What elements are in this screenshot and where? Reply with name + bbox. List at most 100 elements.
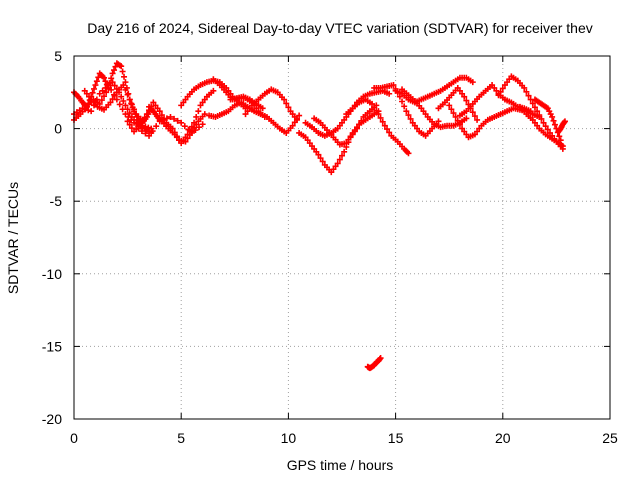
data-point bbox=[285, 104, 292, 111]
data-point bbox=[381, 122, 388, 129]
data-point bbox=[126, 96, 133, 103]
data-point bbox=[128, 125, 135, 132]
data-point bbox=[122, 111, 129, 118]
data-point bbox=[163, 115, 170, 122]
data-point bbox=[534, 108, 541, 115]
data-point bbox=[105, 82, 112, 89]
data-point bbox=[156, 118, 163, 125]
data-point bbox=[450, 110, 457, 117]
data-point bbox=[79, 105, 86, 112]
data-point bbox=[446, 102, 453, 109]
data-point bbox=[523, 88, 530, 95]
data-point bbox=[118, 63, 125, 70]
x-tick-label: 10 bbox=[281, 430, 297, 446]
data-point bbox=[99, 87, 106, 94]
data-point bbox=[121, 73, 128, 80]
x-tick-label: 25 bbox=[602, 430, 618, 446]
data-point bbox=[109, 79, 116, 86]
data-point bbox=[188, 123, 195, 130]
data-point bbox=[131, 119, 138, 126]
data-point bbox=[471, 113, 478, 120]
data-point bbox=[145, 124, 152, 131]
data-point bbox=[469, 79, 476, 86]
data-point bbox=[124, 118, 131, 125]
data-point bbox=[281, 96, 288, 103]
y-tick-label: -5 bbox=[50, 193, 63, 209]
chart-title: Day 216 of 2024, Sidereal Day-to-day VTE… bbox=[87, 20, 593, 36]
y-tick-label: -10 bbox=[42, 266, 62, 282]
data-point bbox=[124, 91, 131, 98]
data-point bbox=[527, 108, 534, 115]
data-point bbox=[122, 102, 129, 109]
data-point bbox=[85, 107, 92, 114]
data-point bbox=[550, 117, 557, 124]
data-point bbox=[345, 136, 352, 143]
data-point bbox=[181, 123, 188, 130]
data-point bbox=[126, 121, 133, 128]
data-point bbox=[120, 82, 127, 89]
data-point bbox=[399, 98, 406, 105]
x-tick-label: 20 bbox=[495, 430, 511, 446]
data-point bbox=[126, 110, 133, 117]
data-point bbox=[142, 130, 149, 137]
data-point bbox=[196, 124, 203, 131]
x-tick-label: 0 bbox=[70, 430, 78, 446]
data-point bbox=[296, 112, 303, 119]
data-point bbox=[551, 121, 558, 128]
data-point bbox=[336, 156, 343, 163]
data-point bbox=[102, 84, 109, 91]
data-point bbox=[463, 115, 470, 122]
data-point bbox=[293, 116, 300, 123]
data-point bbox=[107, 99, 114, 106]
data-point bbox=[210, 87, 217, 94]
data-point bbox=[283, 100, 290, 107]
data-point bbox=[495, 92, 502, 99]
data-point bbox=[499, 85, 506, 92]
data-point bbox=[536, 112, 543, 119]
data-point bbox=[135, 125, 142, 132]
data-point bbox=[379, 118, 386, 125]
data-point bbox=[497, 88, 504, 95]
data-point bbox=[96, 90, 103, 97]
data-point bbox=[531, 104, 538, 111]
data-point bbox=[119, 106, 126, 113]
data-point bbox=[178, 119, 185, 126]
data-point bbox=[109, 70, 116, 77]
data-point bbox=[88, 108, 95, 115]
data-point bbox=[153, 123, 160, 130]
data-point bbox=[156, 108, 163, 115]
data-point bbox=[401, 103, 408, 110]
data-point bbox=[334, 160, 341, 167]
data-point bbox=[174, 117, 181, 124]
data-point bbox=[386, 90, 393, 97]
data-point bbox=[89, 89, 96, 96]
data-point bbox=[93, 96, 100, 103]
data-point bbox=[108, 86, 115, 93]
data-point bbox=[167, 113, 174, 120]
data-point bbox=[561, 118, 568, 125]
data-point bbox=[116, 101, 123, 108]
data-point bbox=[259, 105, 266, 112]
data-point bbox=[525, 92, 532, 99]
data-point bbox=[111, 92, 118, 99]
y-axis-label: SDTVAR / TECUs bbox=[5, 182, 21, 294]
data-point bbox=[193, 113, 200, 120]
data-point bbox=[319, 158, 326, 165]
data-point bbox=[149, 128, 156, 135]
data-point bbox=[538, 115, 545, 122]
data-point bbox=[289, 122, 296, 129]
y-tick-label: 5 bbox=[54, 48, 62, 64]
data-point bbox=[171, 115, 178, 122]
data-point bbox=[347, 133, 354, 140]
data-point bbox=[111, 82, 118, 89]
data-point bbox=[341, 148, 348, 155]
data-point bbox=[540, 119, 547, 126]
data-point bbox=[138, 128, 145, 135]
data-point bbox=[188, 129, 195, 136]
data-point bbox=[317, 155, 324, 162]
data-point bbox=[386, 129, 393, 136]
data-point bbox=[109, 96, 116, 103]
plot-frame bbox=[73, 55, 611, 420]
data-point bbox=[549, 113, 556, 120]
data-point bbox=[474, 116, 481, 123]
